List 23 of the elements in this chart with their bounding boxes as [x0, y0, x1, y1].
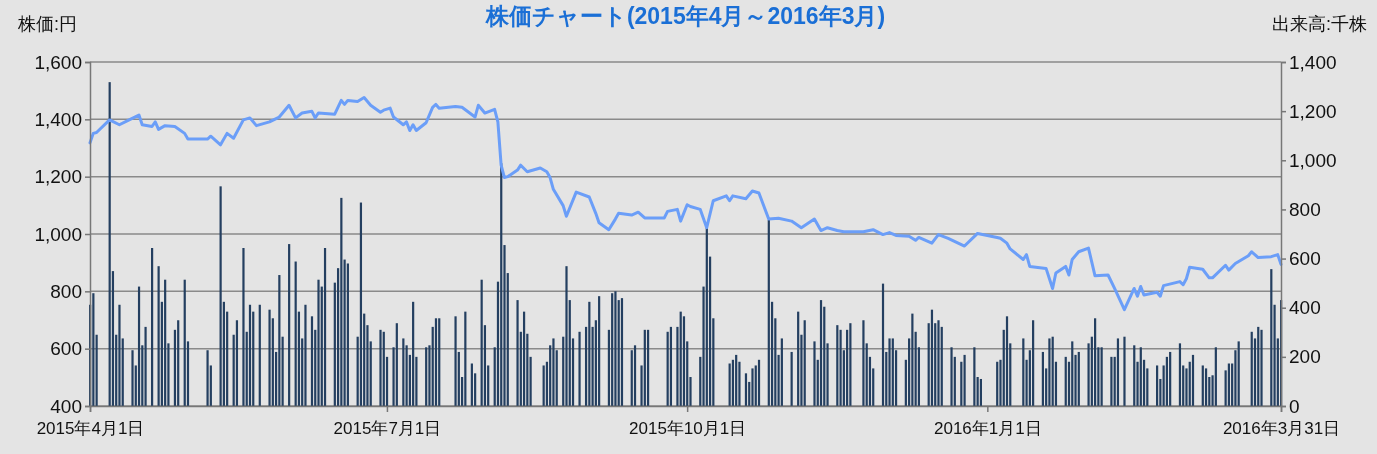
- y2-tick-label: 200: [1289, 346, 1321, 368]
- x-tick-label: 2015年10月1日: [629, 418, 747, 438]
- chart-title: 株価チャート(2015年4月～2016年3月): [484, 3, 886, 29]
- x-tick-label: 2016年3月31日: [1222, 418, 1341, 438]
- y-axis-title: 株価:円: [17, 14, 78, 34]
- y-tick-label: 1,000: [34, 223, 82, 245]
- y2-tick-label: 1,200: [1289, 100, 1337, 122]
- y-tick-label: 400: [50, 395, 82, 417]
- x-tick-label: 2015年7月1日: [333, 418, 442, 438]
- y2-tick-label: 1,400: [1289, 51, 1337, 73]
- y2-tick-label: 400: [1289, 297, 1321, 319]
- y2-tick-label: 1,000: [1289, 149, 1337, 171]
- x-tick-label: 2016年1月1日: [933, 418, 1042, 438]
- y2-tick-label: 0: [1289, 395, 1300, 417]
- y2-tick-label: 800: [1289, 199, 1321, 221]
- y-tick-label: 1,600: [34, 51, 82, 73]
- y2-tick-label: 600: [1289, 248, 1321, 270]
- y-tick-label: 800: [50, 280, 82, 302]
- x-tick-label: 2015年4月1日: [36, 418, 145, 438]
- y-tick-label: 1,200: [34, 166, 82, 188]
- y-tick-label: 1,400: [34, 108, 82, 130]
- y2-axis-title: 出来高:千株: [1271, 14, 1367, 34]
- y-tick-label: 600: [50, 338, 82, 360]
